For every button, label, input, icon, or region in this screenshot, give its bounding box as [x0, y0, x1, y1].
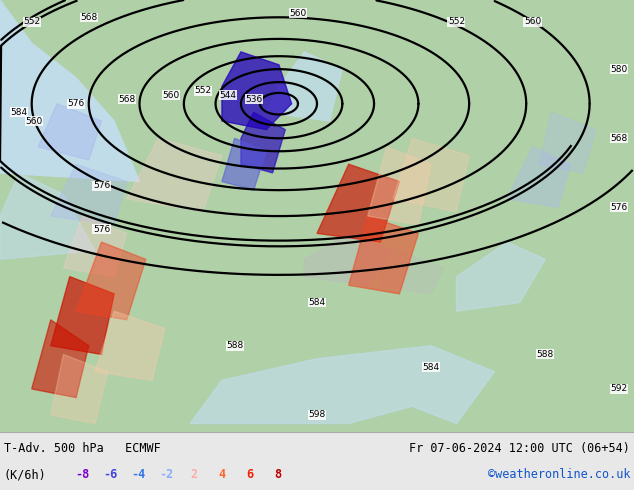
- Text: 576: 576: [93, 224, 110, 234]
- Text: 2: 2: [190, 468, 198, 481]
- Text: T-Adv. 500 hPa   ECMWF: T-Adv. 500 hPa ECMWF: [4, 442, 161, 455]
- Text: 6: 6: [247, 468, 254, 481]
- Text: 560: 560: [25, 117, 42, 125]
- Polygon shape: [38, 104, 101, 160]
- Polygon shape: [539, 112, 596, 173]
- Text: 560: 560: [524, 17, 541, 26]
- Text: 536: 536: [245, 95, 262, 104]
- Text: 576: 576: [67, 99, 85, 108]
- Text: 544: 544: [220, 91, 236, 99]
- Polygon shape: [63, 216, 127, 276]
- Text: 576: 576: [611, 203, 628, 212]
- Polygon shape: [51, 354, 108, 423]
- Text: 568: 568: [611, 134, 628, 143]
- Polygon shape: [51, 164, 127, 225]
- Text: 598: 598: [308, 410, 326, 419]
- Polygon shape: [456, 242, 545, 311]
- Polygon shape: [507, 147, 571, 207]
- Polygon shape: [0, 0, 139, 181]
- Text: 560: 560: [162, 91, 180, 99]
- Polygon shape: [349, 216, 418, 294]
- Text: -4: -4: [131, 468, 145, 481]
- Polygon shape: [76, 242, 146, 320]
- Polygon shape: [95, 311, 165, 380]
- Text: 552: 552: [194, 86, 212, 95]
- Text: -6: -6: [103, 468, 117, 481]
- Text: (K/6h): (K/6h): [4, 468, 47, 481]
- Text: 584: 584: [308, 298, 326, 307]
- Text: 580: 580: [611, 65, 628, 74]
- Polygon shape: [190, 346, 495, 423]
- Polygon shape: [127, 138, 222, 212]
- Text: 560: 560: [289, 9, 307, 18]
- Text: 568: 568: [118, 95, 136, 104]
- Text: 568: 568: [80, 13, 98, 22]
- Polygon shape: [304, 233, 393, 285]
- Polygon shape: [380, 251, 444, 294]
- Text: 584: 584: [10, 108, 28, 117]
- Text: 592: 592: [611, 385, 628, 393]
- Text: 552: 552: [23, 17, 41, 26]
- Polygon shape: [317, 164, 399, 242]
- Text: 552: 552: [448, 17, 465, 26]
- Text: 4: 4: [219, 468, 226, 481]
- Polygon shape: [393, 138, 469, 212]
- Text: ©weatheronline.co.uk: ©weatheronline.co.uk: [488, 468, 630, 481]
- Text: -2: -2: [159, 468, 173, 481]
- Polygon shape: [241, 112, 285, 173]
- Polygon shape: [32, 320, 89, 397]
- Text: 576: 576: [93, 181, 110, 190]
- Text: 588: 588: [536, 350, 554, 359]
- Text: 584: 584: [422, 363, 440, 372]
- Text: 8: 8: [275, 468, 281, 481]
- Text: -8: -8: [75, 468, 89, 481]
- Text: Fr 07-06-2024 12:00 UTC (06+54): Fr 07-06-2024 12:00 UTC (06+54): [409, 442, 630, 455]
- Polygon shape: [222, 138, 266, 190]
- Polygon shape: [368, 147, 431, 225]
- Polygon shape: [51, 276, 114, 354]
- Polygon shape: [266, 52, 342, 121]
- Polygon shape: [0, 173, 95, 259]
- Text: 588: 588: [226, 341, 243, 350]
- Polygon shape: [222, 52, 292, 130]
